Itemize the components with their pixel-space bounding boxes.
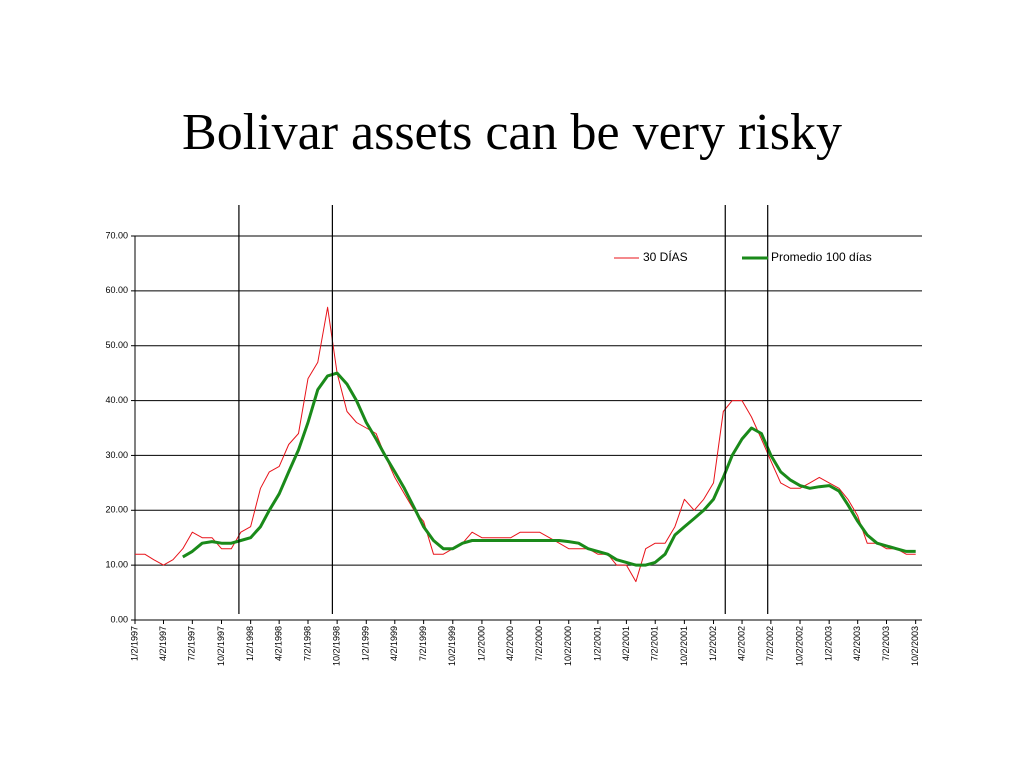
x-tick-label: 7/2/2000	[534, 626, 544, 661]
y-tick-label: 60.00	[105, 285, 128, 295]
series-line	[182, 371, 916, 567]
x-tick-label: 4/2/1997	[158, 626, 168, 661]
x-tick-label: 10/2/1998	[332, 626, 342, 666]
x-tick-label: 1/2/2002	[708, 626, 718, 661]
x-tick-label: 7/2/2003	[881, 626, 891, 661]
x-tick-label: 1/2/1999	[361, 626, 371, 661]
y-tick-label: 30.00	[105, 450, 128, 460]
x-tick-label: 7/2/1998	[302, 626, 312, 661]
legend-label: 30 DÍAS	[643, 249, 688, 264]
x-tick-label: 4/2/2000	[505, 626, 515, 661]
x-tick-label: 4/2/1999	[389, 626, 399, 661]
y-tick-label: 10.00	[105, 560, 128, 570]
x-tick-label: 1/2/2003	[824, 626, 834, 661]
x-tick-label: 10/2/2001	[679, 626, 689, 666]
x-tick-label: 7/2/1999	[418, 626, 428, 661]
x-tick-label: 1/2/1997	[129, 626, 139, 661]
x-tick-label: 4/2/2001	[621, 626, 631, 661]
x-tick-label: 4/2/1998	[274, 626, 284, 661]
x-tick-label: 10/2/2000	[563, 626, 573, 666]
x-tick-label: 1/2/2000	[476, 626, 486, 661]
x-tick-label: 1/2/1998	[245, 626, 255, 661]
x-tick-label: 7/2/2002	[765, 626, 775, 661]
y-tick-label: 70.00	[105, 230, 128, 240]
x-tick-label: 4/2/2003	[852, 626, 862, 661]
y-tick-label: 50.00	[105, 340, 128, 350]
x-tick-label: 7/2/2001	[650, 626, 660, 661]
x-tick-label: 10/2/2003	[910, 626, 920, 666]
x-tick-label: 10/2/1997	[216, 626, 226, 666]
series-line	[135, 306, 916, 583]
chart-title: Bolivar assets can be very risky	[182, 104, 842, 161]
x-tick-label: 4/2/2002	[736, 626, 746, 661]
legend-label: Promedio 100 días	[771, 250, 872, 264]
x-tick-label: 10/2/1999	[447, 626, 457, 666]
y-tick-label: 20.00	[105, 505, 128, 515]
y-tick-label: 40.00	[105, 395, 128, 405]
x-tick-label: 10/2/2002	[794, 626, 804, 666]
x-tick-label: 1/2/2001	[592, 626, 602, 661]
x-tick-label: 7/2/1997	[187, 626, 197, 661]
y-tick-label: 0.00	[110, 614, 128, 624]
